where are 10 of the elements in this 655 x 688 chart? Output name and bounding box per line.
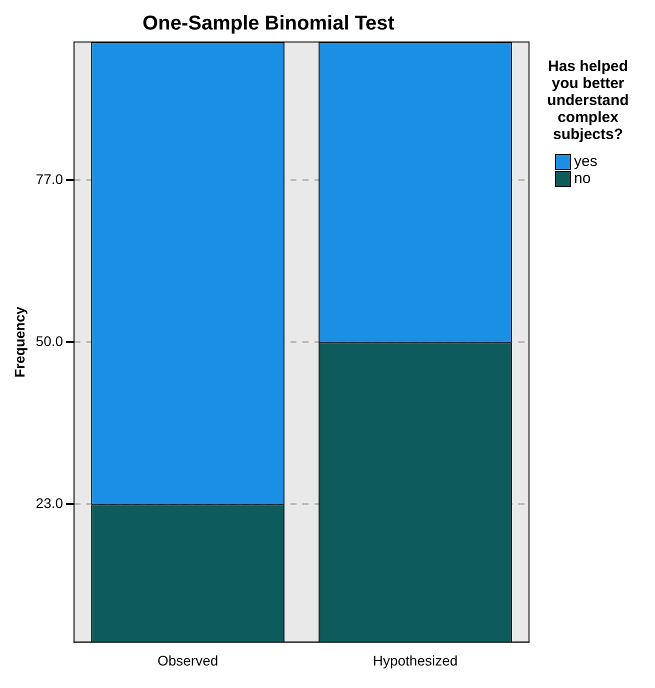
legend-title: Has helped you better understand complex subjects?: [546, 58, 630, 143]
x-tick-label: Hypothesized: [372, 652, 458, 668]
y-tick-label: 77.0: [36, 170, 64, 187]
legend-label: no: [574, 170, 591, 187]
x-tick-label: Observed: [157, 652, 218, 668]
chart-title: One-Sample Binomial Test: [142, 12, 395, 35]
y-tick-label: 50.0: [36, 332, 64, 349]
y-tick-label: 23.0: [36, 495, 64, 512]
text: yes: [574, 153, 598, 170]
y-axis-title: Frequency: [11, 306, 28, 378]
